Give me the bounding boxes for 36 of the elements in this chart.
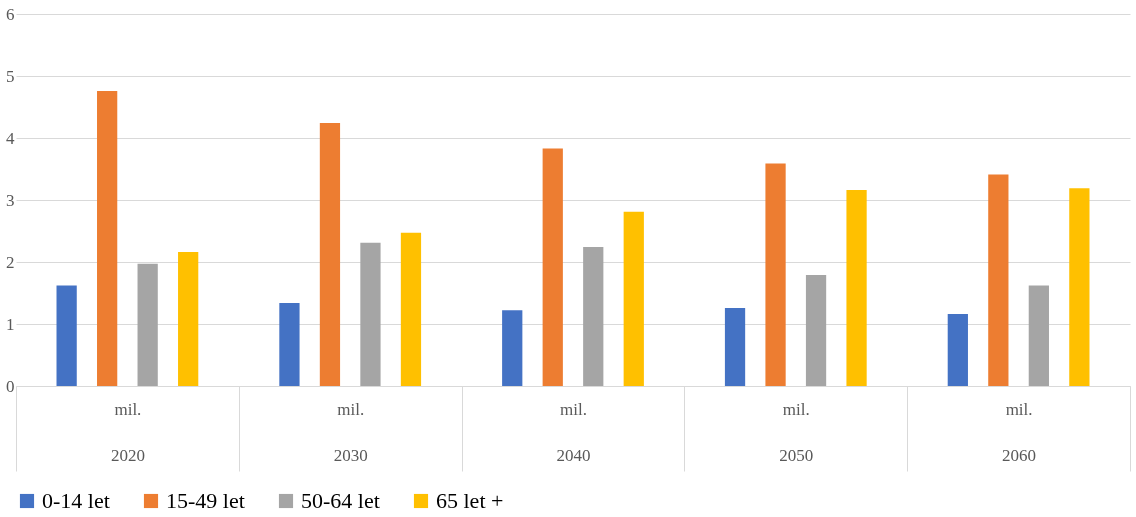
- bar: [56, 285, 77, 386]
- bar: [97, 90, 118, 386]
- y-tick-label: 2: [6, 252, 15, 272]
- legend-label: 15-49 let: [166, 488, 245, 513]
- bar: [846, 190, 867, 386]
- bar: [542, 148, 563, 386]
- bar: [724, 307, 746, 386]
- y-tick-label: 0: [6, 376, 15, 396]
- y-tick-label: 6: [6, 4, 15, 24]
- y-tick-label: 4: [6, 128, 15, 148]
- bar: [360, 242, 381, 386]
- bar: [1028, 285, 1049, 386]
- category-label: mil. 2020: [110, 399, 145, 465]
- bar: [319, 123, 341, 386]
- bar: [178, 252, 199, 386]
- bar: [400, 232, 422, 386]
- bar: [623, 211, 644, 386]
- bar: [1069, 188, 1090, 386]
- bar: [137, 263, 158, 386]
- y-tick-label: 3: [6, 190, 15, 210]
- legend-label: 65 let +: [436, 488, 504, 513]
- y-tick-label: 5: [6, 66, 15, 86]
- legend-label: 50-64 let: [301, 488, 380, 513]
- category-label: mil. 2030: [333, 399, 368, 465]
- category-label: mil. 2050: [779, 399, 814, 465]
- bar: [988, 174, 1009, 386]
- legend-label: 0-14 let: [42, 488, 110, 513]
- bar: [502, 310, 523, 386]
- y-tick-label: 1: [6, 314, 15, 334]
- category-label: mil. 2060: [1002, 399, 1037, 465]
- category-label: mil. 2040: [556, 399, 591, 465]
- bar: [279, 302, 300, 386]
- bar: [947, 314, 968, 386]
- bar: [805, 275, 827, 386]
- bar: [765, 163, 786, 386]
- bar: [583, 247, 604, 386]
